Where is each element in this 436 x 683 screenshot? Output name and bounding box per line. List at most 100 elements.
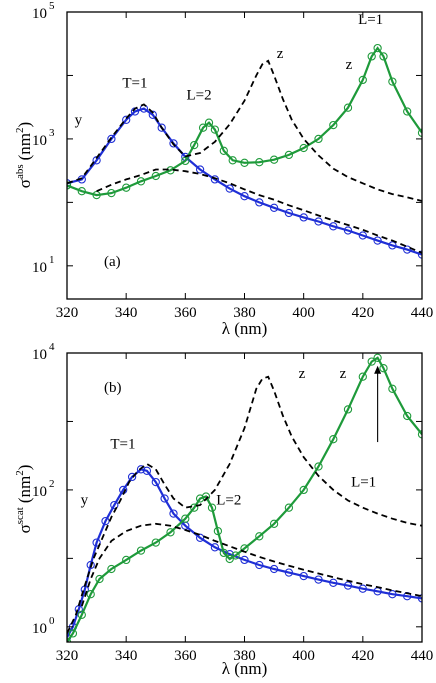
series-1-point [190, 503, 199, 512]
series-1-point [213, 526, 223, 536]
series-1-point [195, 494, 205, 503]
series-1-point [86, 590, 95, 599]
x-tick-label: 440 [411, 305, 434, 321]
x-axis-label: λ (nm) [222, 319, 268, 338]
panel-label: (a) [104, 254, 121, 270]
series-0-point [284, 208, 294, 218]
x-tick-label: 400 [292, 305, 315, 321]
series-0-point [225, 184, 234, 193]
series-0-point [403, 245, 412, 254]
series-line-2 [67, 59, 422, 202]
series-line-1 [67, 46, 422, 197]
series-1-point [373, 353, 382, 362]
series-1-point [219, 146, 228, 155]
series-0-point [122, 115, 131, 124]
series-1-point [269, 519, 279, 528]
series-1-point [122, 183, 131, 192]
series-0-point [195, 165, 205, 174]
plot-area [67, 43, 422, 259]
y-tick-label: 10 [32, 347, 47, 363]
series-0-point [329, 222, 338, 231]
series-1-point [329, 435, 338, 444]
series-1-point [299, 143, 308, 153]
annotation-label: L=2 [187, 88, 212, 104]
series-line-2 [67, 375, 422, 634]
series-0-point [110, 500, 119, 510]
series-0-point [169, 139, 178, 148]
y-tick-label: 10 [32, 621, 47, 637]
series-0-point [388, 590, 397, 599]
series-0-point [255, 198, 264, 207]
series-1-point [403, 107, 412, 116]
series-0-point [255, 560, 264, 570]
series-0-point [358, 231, 367, 240]
series-0-point [210, 543, 220, 552]
x-tick-label: 380 [233, 305, 256, 321]
series-0-point [86, 560, 95, 570]
series-line-3 [96, 168, 422, 254]
series-0-point [269, 203, 279, 212]
series-1-point [107, 188, 116, 198]
annotation-label: L=1 [358, 12, 383, 28]
panel-label: (b) [104, 380, 122, 396]
series-1-point [151, 171, 160, 181]
series-1-point [228, 156, 237, 165]
y-tick-label: 10 [32, 6, 47, 22]
series-0-point [127, 472, 137, 482]
y-tick-exponent: 4 [49, 341, 55, 353]
series-1-point [77, 610, 86, 619]
series-1-point [181, 514, 190, 523]
series-1-point [284, 150, 294, 160]
series-1-point [388, 384, 397, 393]
series-1-point [367, 357, 376, 366]
y-tick-label: 10 [32, 484, 47, 500]
x-tick-label: 340 [115, 648, 138, 664]
series-1-point [284, 503, 294, 512]
series-1-point [207, 503, 217, 512]
series-1-point [269, 155, 279, 164]
series-0-point [314, 217, 323, 226]
x-tick-label: 400 [292, 648, 315, 664]
series-0-point [195, 533, 205, 542]
series-1-point [343, 405, 353, 414]
series-0-point [148, 110, 157, 119]
y-tick-exponent: 0 [49, 615, 55, 627]
series-line-0 [67, 468, 422, 638]
series-0-point [299, 213, 308, 222]
y-tick-label: 10 [32, 260, 47, 276]
annotation-label: z [277, 46, 284, 62]
series-1-point [151, 538, 160, 547]
y-tick-label: 10 [32, 133, 47, 149]
x-tick-label: 360 [174, 305, 197, 321]
annotation-arrowhead [374, 365, 382, 374]
annotation-label: z [299, 366, 306, 382]
series-0-point [142, 466, 152, 475]
series-1-point [403, 411, 412, 421]
series-0-point [169, 509, 178, 518]
series-0-point [299, 571, 308, 581]
series-0-point [329, 578, 338, 587]
x-tick-label: 380 [233, 648, 256, 664]
x-tick-label: 420 [352, 648, 375, 664]
y-axis-label: σscat(nm2) [14, 465, 34, 534]
series-1-point [255, 158, 264, 167]
series-0-point [240, 192, 249, 201]
series-0-point [388, 241, 397, 250]
x-tick-label: 320 [56, 648, 79, 664]
y-tick-exponent: 5 [49, 0, 55, 12]
series-0-point [284, 568, 294, 577]
series-0-point [314, 575, 323, 584]
plot-frame [66, 352, 423, 643]
series-1-point [166, 528, 175, 537]
series-1-point [388, 77, 397, 86]
series-1-point [240, 158, 249, 167]
x-tick-label: 340 [115, 305, 138, 321]
series-1-point [379, 52, 388, 61]
x-tick-label: 440 [411, 648, 434, 664]
series-1-point [136, 177, 146, 186]
annotation-label: z [340, 366, 347, 382]
series-0-point [269, 564, 279, 574]
x-tick-label: 360 [174, 648, 197, 664]
series-1-point [299, 485, 308, 495]
